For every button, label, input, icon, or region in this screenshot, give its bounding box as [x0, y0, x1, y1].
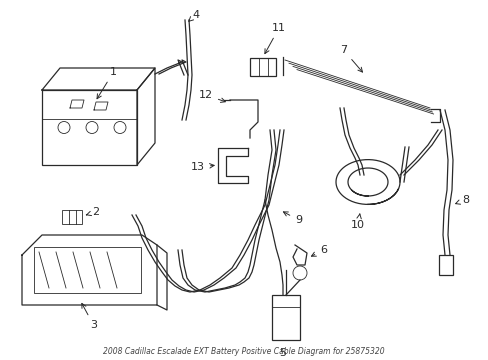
Text: 11: 11 [264, 23, 285, 54]
Text: 5: 5 [279, 348, 286, 358]
Bar [438, 255, 452, 275]
Text: 9: 9 [283, 212, 302, 225]
Bar [34, 247, 141, 293]
Text: 4: 4 [188, 10, 199, 21]
Text: 2008 Cadillac Escalade EXT Battery Positive Cable Diagram for 25875320: 2008 Cadillac Escalade EXT Battery Posit… [103, 347, 384, 356]
Text: 2: 2 [86, 207, 99, 217]
Text: 8: 8 [455, 195, 468, 205]
Text: 6: 6 [311, 245, 326, 256]
Text: 10: 10 [350, 214, 364, 230]
Text: 7: 7 [339, 45, 362, 72]
Bar [62, 210, 82, 224]
Bar [42, 90, 137, 165]
Text: 1: 1 [97, 67, 117, 99]
Text: 13: 13 [191, 162, 214, 172]
Text: 3: 3 [81, 303, 97, 330]
Bar [249, 58, 275, 76]
Bar [271, 295, 299, 340]
Text: 12: 12 [199, 90, 225, 102]
